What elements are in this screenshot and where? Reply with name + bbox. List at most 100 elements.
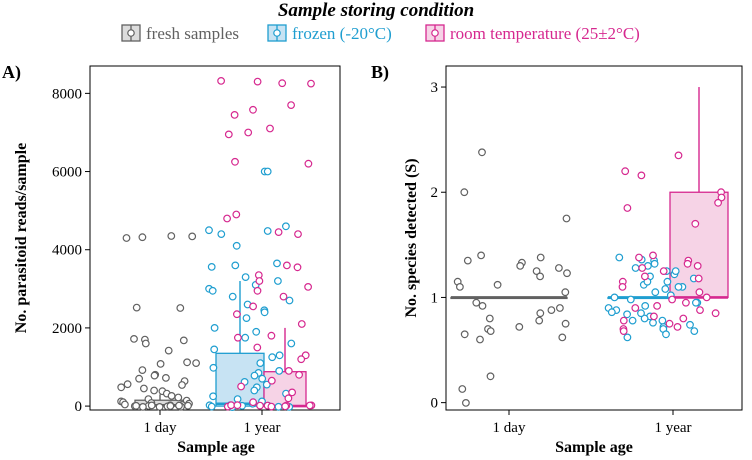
y-tick-label: 4000 [52,243,82,259]
point-frozen [649,318,657,327]
point-fresh [176,304,185,312]
point-frozen [252,327,261,336]
y-tick-label: 6000 [52,165,82,181]
point-room [665,319,674,328]
point-fresh [460,330,469,339]
y-tick-label: 1 [431,290,439,306]
point-room [693,262,702,270]
point-frozen [250,371,259,380]
point-fresh [135,374,144,383]
point-frozen [263,167,272,176]
point-frozen [607,308,616,317]
x-ticks-a: 1 day 1 year [144,410,281,436]
point-room [714,198,722,207]
point-room [696,306,704,315]
point-room [267,331,276,340]
point-fresh [556,304,564,312]
point-frozen [623,310,631,319]
point-fresh [536,309,545,318]
point-frozen [662,330,670,339]
point-room [305,401,314,410]
point-room [249,105,257,114]
point-frozen [209,363,218,372]
legend-item-room: room temperature (25±2°C) [425,24,640,43]
point-room [635,253,643,262]
point-frozen [282,222,290,231]
point-frozen [275,351,284,360]
point-room [279,292,288,301]
point-room [679,314,688,323]
point-fresh [138,403,147,411]
point-room [683,259,692,268]
point-fresh [147,401,156,410]
point-room [278,79,287,88]
point-room [274,228,283,237]
point-fresh [486,327,495,336]
point-frozen [690,327,699,336]
point-fresh [476,335,484,344]
point-fresh [558,333,567,342]
point-frozen [262,380,271,389]
point-fresh [156,360,165,368]
point-fresh [179,336,188,345]
point-fresh [166,402,175,410]
legend-label-frozen: frozen (-20°C) [292,24,392,43]
point-room [233,401,242,410]
point-room [233,333,242,342]
point-room [253,343,262,352]
boxes-b [450,87,729,300]
point-room [695,288,704,297]
point-fresh [536,272,544,281]
point-room [673,323,682,331]
point-room [232,210,241,219]
point-room [618,283,627,291]
point-room [253,286,262,295]
point-frozen [232,241,241,250]
panel-a: A) 0 2000 4000 6000 8000 1 day 1 year Sample … [2,62,341,456]
point-fresh [123,380,132,389]
point-room [294,230,302,239]
point-fresh [563,269,571,278]
y-tick-label: 3 [431,80,439,96]
point-fresh [120,400,129,409]
point-room [619,316,628,325]
point-frozen [275,367,284,375]
point-fresh [472,298,481,307]
point-fresh [485,314,494,323]
points-b [453,148,726,407]
point-room [619,327,628,336]
panel-label-b: B) [371,62,389,83]
point-room [224,130,233,139]
points-a [117,76,316,412]
point-frozen [274,402,283,411]
point-fresh [150,386,159,395]
point-frozen [231,261,240,270]
point-fresh [192,359,201,368]
point-room [659,267,668,276]
point-frozen [637,309,645,318]
point-fresh [515,323,524,331]
point-frozen [661,285,670,293]
point-room [297,320,306,328]
point-frozen [626,295,635,304]
point-room [621,167,630,176]
point-fresh [184,401,192,410]
point-fresh [460,188,469,197]
point-room [255,277,264,285]
point-fresh [561,288,570,297]
point-frozen [241,333,250,342]
x-tick-label: 1 year [654,420,691,436]
point-frozen [263,227,272,235]
point-room [293,263,302,272]
point-fresh [130,335,138,343]
point-frozen [260,308,269,317]
point-fresh [536,253,545,262]
point-frozen [258,374,267,383]
y-tick-label: 8000 [52,86,82,102]
point-frozen [273,259,281,268]
legend-item-fresh: fresh samples [121,24,239,43]
y-tick-label: 0 [431,396,439,412]
point-fresh [547,306,556,315]
point-room [267,402,276,411]
point-fresh [139,384,148,393]
